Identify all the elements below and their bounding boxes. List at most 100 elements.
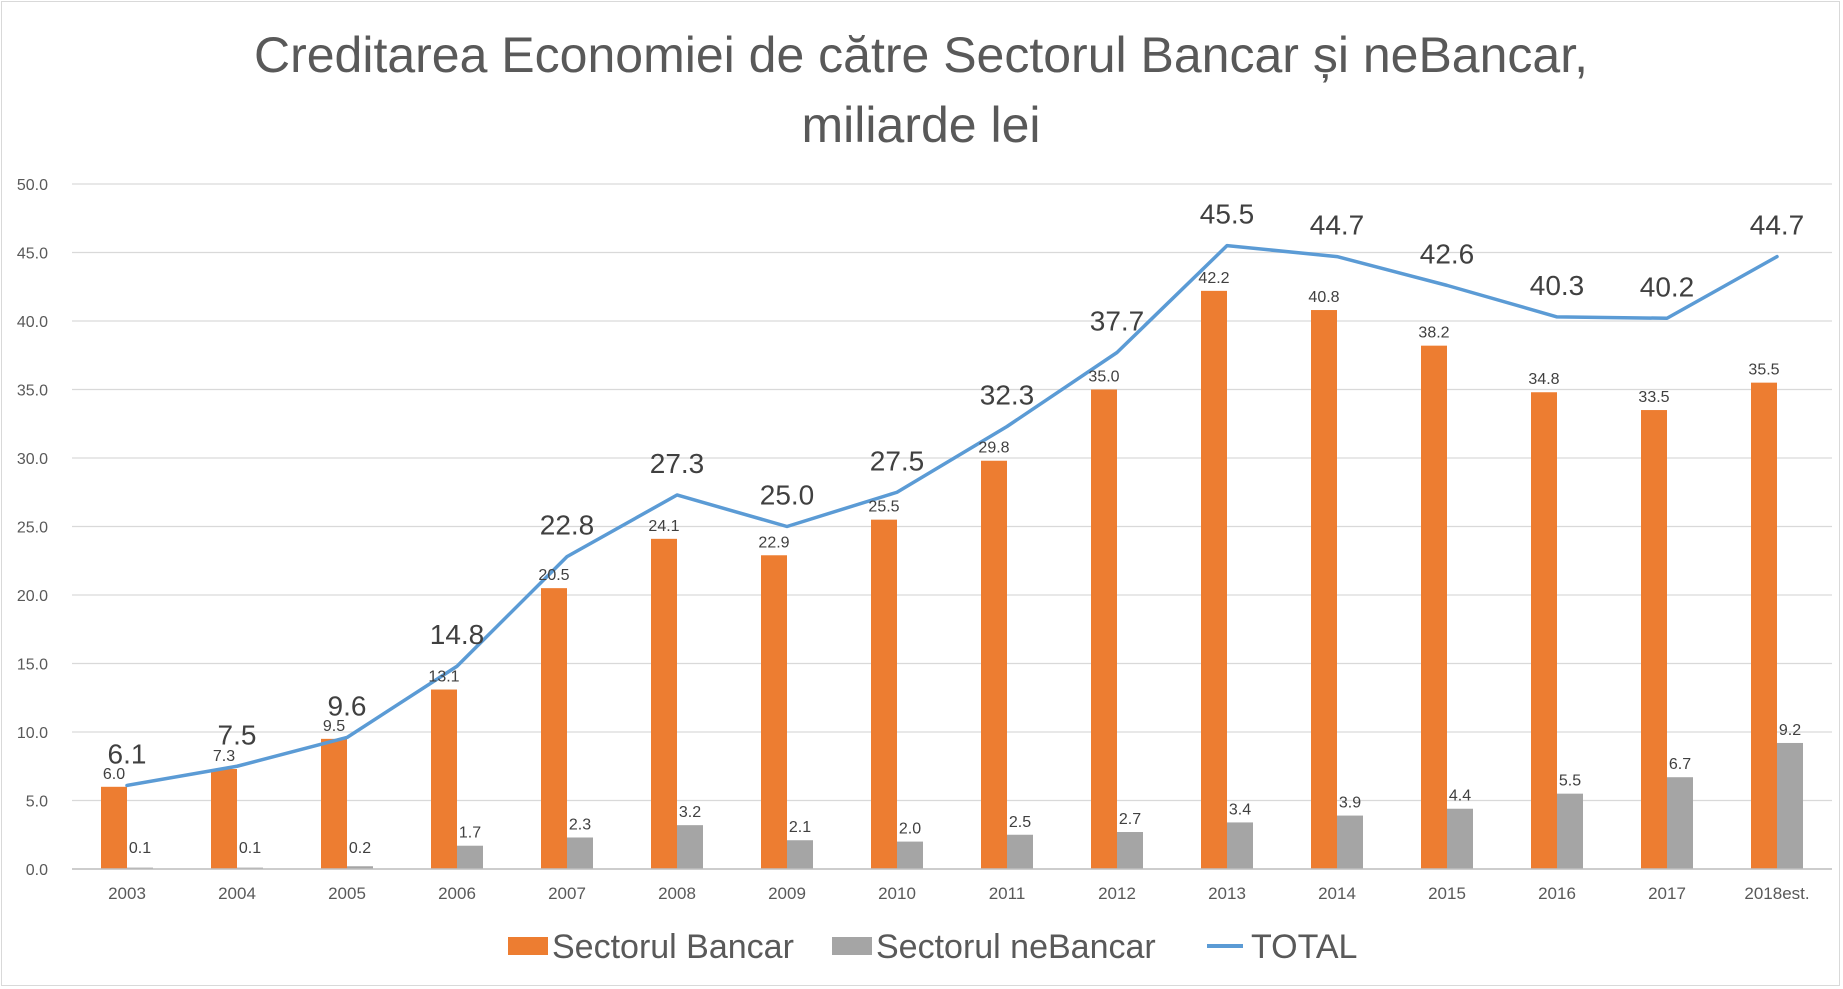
bar-bancar-2009 (761, 555, 787, 869)
label-nebancar-2016: 5.5 (1559, 773, 1581, 790)
label-nebancar-2012: 2.7 (1119, 811, 1141, 828)
x-tick-label-3: 2006 (438, 884, 476, 903)
bar-bancar-2008 (651, 538, 677, 869)
bar-nebancar-2006 (457, 845, 483, 869)
label-total-2004: 7.5 (218, 719, 257, 750)
label-nebancar-2003: 0.1 (129, 840, 151, 857)
y-axis: 0.0 5.0 10.0 15.0 20.0 25.0 30.0 35.0 40.0 45.0 50… (17, 177, 48, 879)
y-tick-label-10: 50.0 (17, 177, 48, 194)
bar-bancar-2013 (1201, 290, 1227, 869)
x-axis: 2003 2004 2005 2006 2007 2008 2009 2010 2011 2012… (72, 868, 1832, 903)
bar-nebancar-2008 (677, 825, 703, 869)
bar-bancar-2005 (321, 738, 347, 869)
y-tick-label-0: 0.0 (26, 862, 48, 879)
legend-nebancar: Sectorul neBancar (832, 928, 1156, 966)
bar-bancar-2004 (211, 768, 237, 869)
bar-bancar-2016 (1531, 392, 1557, 869)
bar-bancar-2007 (541, 588, 567, 869)
bar-nebancar-2017 (1667, 777, 1693, 869)
x-tick-label-9: 2012 (1098, 884, 1136, 903)
y-tick-label-2: 10.0 (17, 725, 48, 742)
label-nebancar-2006: 1.7 (459, 825, 481, 842)
label-nebancar-2018est.: 9.2 (1779, 722, 1801, 739)
bar-nebancar-2010 (897, 841, 923, 869)
bar-nebancar-2005 (347, 866, 373, 869)
x-tick-label-7: 2010 (878, 884, 916, 903)
chart-title-line-1: Creditarea Economiei de către Sectorul B… (254, 27, 1588, 83)
label-bancar-2005: 9.5 (323, 718, 345, 735)
legend-total-label: TOTAL (1251, 928, 1357, 966)
label-total-2006: 14.8 (430, 619, 485, 650)
label-total-2003: 6.1 (108, 738, 147, 769)
label-total-2018est.: 44.7 (1750, 210, 1805, 241)
label-nebancar-2014: 3.9 (1339, 795, 1361, 812)
label-total-2009: 25.0 (760, 480, 815, 511)
legend-bancar-label: Sectorul Bancar (552, 928, 794, 966)
x-tick-label-2: 2005 (328, 884, 366, 903)
label-nebancar-2009: 2.1 (789, 819, 811, 836)
label-bancar-2007: 20.5 (538, 567, 569, 584)
legend-nebancar-swatch (832, 937, 872, 955)
y-tick-label-1: 5.0 (26, 794, 48, 811)
total-line (125, 243, 1779, 788)
bar-bancar-2012 (1091, 389, 1117, 869)
bar-nebancar-2018est. (1777, 742, 1803, 869)
label-total-2016: 40.3 (1530, 270, 1585, 301)
label-total-2005: 9.6 (328, 690, 367, 721)
y-tick-label-7: 35.0 (17, 383, 48, 400)
label-bancar-2012: 35.0 (1088, 369, 1119, 386)
label-bancar-2009: 22.9 (758, 534, 789, 551)
x-tick-label-13: 2016 (1538, 884, 1576, 903)
legend-total: TOTAL (1207, 928, 1357, 966)
label-bancar-2014: 40.8 (1308, 289, 1339, 306)
bar-bancar-2017 (1641, 410, 1667, 869)
x-tick-label-15: 2018est. (1744, 884, 1809, 903)
bar-bancar-2003 (101, 786, 127, 869)
bar-bancar-2015 (1421, 345, 1447, 869)
label-total-2014: 44.7 (1310, 210, 1365, 241)
label-nebancar-2011: 2.5 (1009, 814, 1031, 831)
data-labels: 6.0 0.1 7.3 0.1 9.5 0.2 13.1 1.7 20.5 2.3 24.1 3.2 2… (103, 199, 1804, 857)
label-total-2010: 27.5 (870, 445, 925, 476)
label-bancar-2010: 25.5 (868, 499, 899, 516)
bar-nebancar-2016 (1557, 793, 1583, 869)
x-tick-label-1: 2004 (218, 884, 256, 903)
label-nebancar-2004: 0.1 (239, 840, 261, 857)
label-bancar-2015: 38.2 (1418, 325, 1449, 342)
bar-bancar-2006 (431, 689, 457, 869)
legend-bancar-swatch (508, 937, 548, 955)
label-bancar-2011: 29.8 (978, 440, 1009, 457)
label-total-2011: 32.3 (980, 379, 1035, 410)
label-bancar-2006: 13.1 (428, 669, 459, 686)
label-bancar-2017: 33.5 (1638, 389, 1669, 406)
y-tick-label-4: 20.0 (17, 588, 48, 605)
legend-bancar: Sectorul Bancar (508, 928, 794, 966)
bar-nebancar-2011 (1007, 834, 1033, 869)
total-series-line (125, 243, 1779, 788)
label-bancar-2016: 34.8 (1528, 371, 1559, 388)
label-nebancar-2013: 3.4 (1229, 801, 1251, 818)
label-bancar-2018est.: 35.5 (1748, 362, 1779, 379)
y-tick-label-3: 15.0 (17, 657, 48, 674)
label-total-2007: 22.8 (540, 510, 595, 541)
label-total-2008: 27.3 (650, 448, 705, 479)
bar-bancar-2011 (981, 460, 1007, 869)
label-nebancar-2005: 0.2 (349, 840, 371, 857)
y-tick-label-6: 30.0 (17, 451, 48, 468)
label-total-2012: 37.7 (1090, 306, 1145, 337)
x-tick-label-8: 2011 (989, 884, 1026, 903)
chart-title: Creditarea Economiei de către Sectorul B… (254, 27, 1588, 153)
label-bancar-2004: 7.3 (213, 748, 235, 765)
bar-nebancar-2015 (1447, 808, 1473, 869)
bar-nebancar-2013 (1227, 822, 1253, 869)
bar-nebancar-2007 (567, 837, 593, 869)
x-tick-label-5: 2008 (658, 884, 696, 903)
x-tick-label-10: 2013 (1208, 884, 1246, 903)
label-total-2013: 45.5 (1200, 199, 1255, 230)
x-tick-label-6: 2009 (768, 884, 806, 903)
bar-nebancar-2009 (787, 840, 813, 869)
label-nebancar-2017: 6.7 (1669, 756, 1691, 773)
legend: Sectorul Bancar Sectorul neBancar TOTAL (508, 928, 1357, 966)
label-nebancar-2010: 2.0 (899, 821, 921, 838)
